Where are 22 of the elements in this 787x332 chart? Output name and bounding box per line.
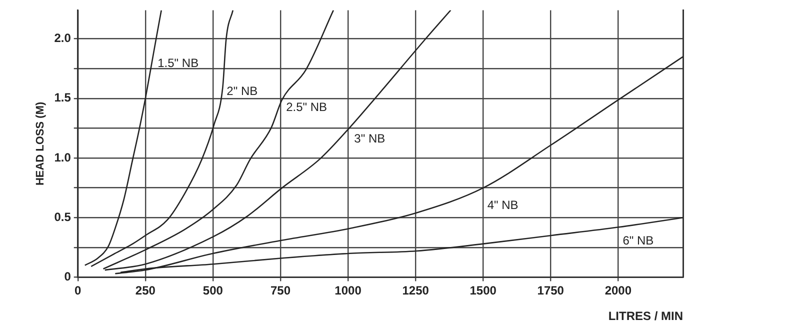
x-axis-title: LITRES / MIN (608, 309, 683, 324)
x-tick-label: 1250 (402, 284, 430, 298)
series-label: 2" NB (226, 84, 258, 98)
y-axis-title: HEAD LOSS (M) (34, 102, 47, 186)
x-tick-label: 1500 (470, 284, 497, 298)
x-tick-label: 500 (202, 284, 224, 298)
y-tick-label: 2.0 (54, 31, 72, 46)
series-label: 2.5" NB (286, 100, 328, 114)
y-tick-label: 0.5 (54, 210, 72, 224)
x-tick-label: 750 (270, 284, 291, 298)
series-label: 4" NB (487, 198, 518, 212)
x-tick-label: 250 (135, 284, 156, 298)
y-tick-label: 1.5 (54, 90, 72, 105)
x-tick-label: 0 (74, 284, 82, 298)
x-tick-label: 1750 (537, 284, 564, 298)
y-tick-label: 1.0 (54, 150, 72, 164)
x-tick-label: 2000 (604, 284, 632, 298)
y-tick-label: 0 (64, 270, 72, 284)
x-tick-label: 1000 (334, 284, 362, 298)
series-label: 1.5" NB (158, 56, 199, 70)
series-label: 6" NB (622, 233, 654, 248)
series-label: 3" NB (354, 131, 386, 146)
